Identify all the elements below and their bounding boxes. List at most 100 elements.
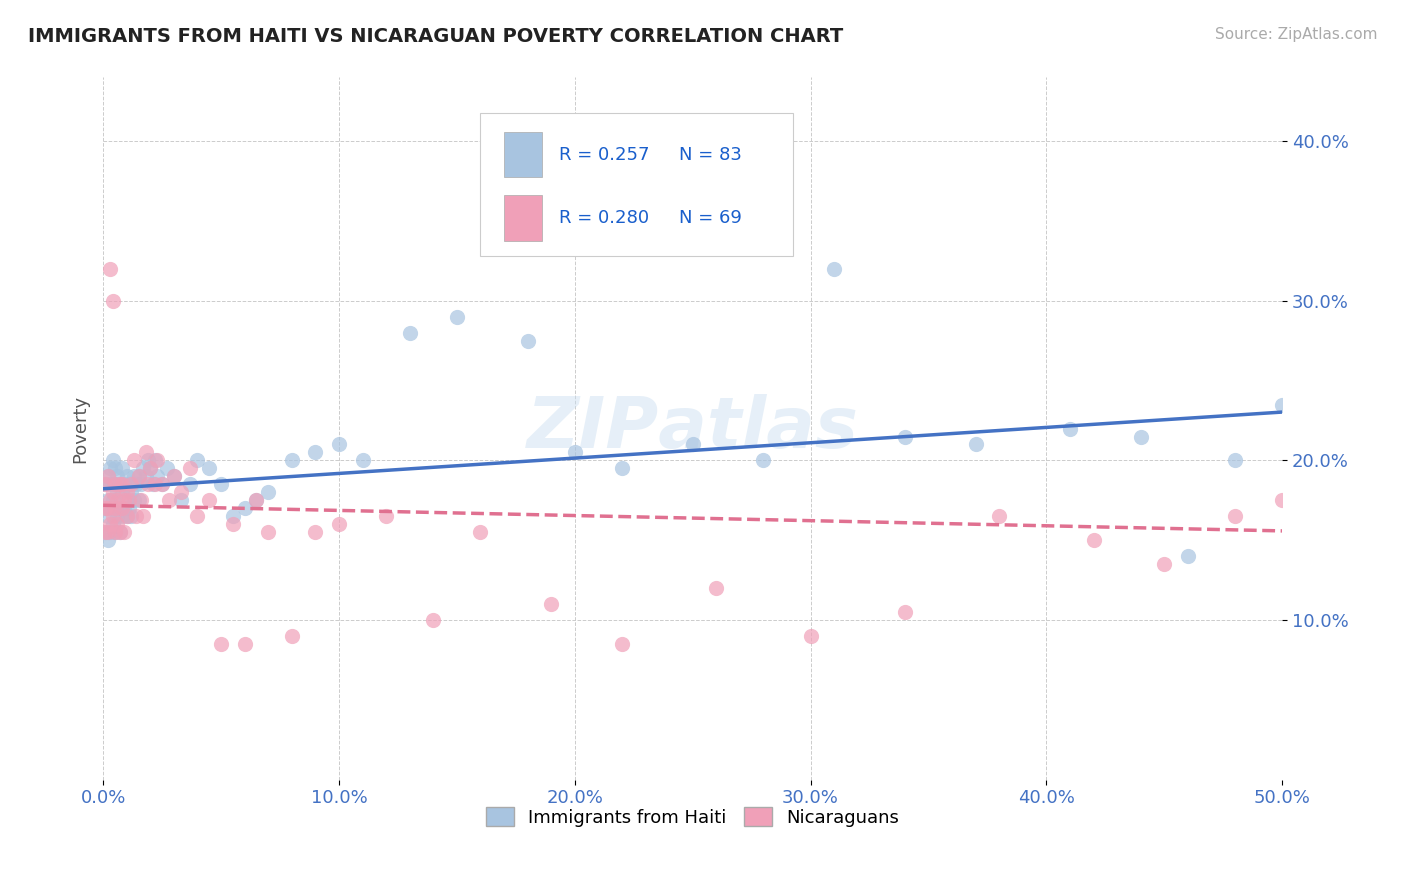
Point: [104, 477, 127, 491]
Point: [136, 477, 159, 491]
Point: [108, 525, 131, 540]
Point: [94, 525, 117, 540]
Point: [146, 453, 169, 467]
Bar: [503, 195, 541, 241]
Point: [135, 469, 157, 483]
Point: [610, 637, 633, 651]
Point: [111, 509, 134, 524]
Point: [111, 501, 134, 516]
Point: [97, 493, 120, 508]
Point: [122, 493, 145, 508]
Point: [233, 501, 256, 516]
Point: [135, 445, 157, 459]
Point: [156, 461, 179, 475]
FancyBboxPatch shape: [481, 112, 793, 257]
Point: [179, 461, 201, 475]
Point: [105, 509, 128, 524]
Text: ZIP​atlas: ZIP​atlas: [527, 394, 859, 463]
Point: [108, 525, 131, 540]
Point: [128, 493, 150, 508]
Point: [98, 501, 121, 516]
Point: [97, 501, 120, 516]
Point: [104, 477, 127, 491]
Point: [101, 493, 124, 508]
Bar: [503, 132, 541, 178]
Point: [304, 525, 326, 540]
Point: [104, 525, 127, 540]
Point: [98, 477, 121, 491]
Point: [209, 637, 232, 651]
Point: [115, 509, 138, 524]
Point: [1083, 533, 1105, 548]
Point: [163, 469, 186, 483]
Point: [143, 477, 166, 491]
Point: [101, 485, 124, 500]
Point: [988, 509, 1011, 524]
Point: [1271, 493, 1294, 508]
Point: [610, 461, 633, 475]
Point: [233, 637, 256, 651]
Text: IMMIGRANTS FROM HAITI VS NICARAGUAN POVERTY CORRELATION CHART: IMMIGRANTS FROM HAITI VS NICARAGUAN POVE…: [28, 27, 844, 45]
Point: [179, 477, 201, 491]
Point: [682, 437, 704, 451]
Point: [108, 477, 131, 491]
Point: [112, 493, 135, 508]
Point: [101, 509, 124, 524]
Point: [118, 477, 141, 491]
Point: [118, 501, 141, 516]
Point: [122, 469, 145, 483]
Point: [516, 334, 538, 348]
Point: [142, 477, 165, 491]
Point: [1223, 509, 1246, 524]
Point: [94, 501, 117, 516]
Text: R = 0.257: R = 0.257: [560, 145, 650, 163]
Point: [98, 493, 121, 508]
Point: [281, 629, 304, 643]
Point: [112, 525, 135, 540]
Point: [112, 477, 135, 491]
Point: [115, 509, 138, 524]
Point: [170, 493, 193, 508]
Point: [1319, 413, 1341, 427]
Point: [108, 501, 131, 516]
Point: [115, 469, 138, 483]
Point: [97, 469, 120, 483]
Point: [1295, 477, 1317, 491]
Point: [422, 613, 444, 627]
Point: [375, 509, 398, 524]
Point: [257, 525, 280, 540]
Point: [170, 485, 193, 500]
Point: [186, 509, 208, 524]
Point: [111, 477, 134, 491]
Point: [1365, 421, 1388, 435]
Point: [104, 461, 127, 475]
Point: [104, 501, 127, 516]
Point: [101, 293, 124, 308]
Point: [94, 477, 117, 491]
Point: [146, 469, 169, 483]
Point: [98, 517, 121, 532]
Point: [98, 262, 121, 277]
Point: [894, 605, 917, 619]
Point: [125, 509, 148, 524]
Point: [129, 493, 152, 508]
Point: [245, 493, 267, 508]
Legend: Immigrants from Haiti, Nicaraguans: Immigrants from Haiti, Nicaraguans: [479, 800, 905, 834]
Point: [94, 501, 117, 516]
Y-axis label: Poverty: Poverty: [72, 394, 89, 463]
Text: N = 83: N = 83: [679, 145, 741, 163]
Point: [101, 477, 124, 491]
Point: [139, 461, 162, 475]
Point: [122, 453, 145, 467]
Point: [97, 533, 120, 548]
Point: [111, 485, 134, 500]
Point: [823, 262, 845, 277]
Point: [132, 509, 155, 524]
Point: [1059, 421, 1081, 435]
Point: [105, 469, 128, 483]
Point: [198, 461, 221, 475]
Point: [104, 525, 127, 540]
Point: [105, 493, 128, 508]
Point: [132, 461, 155, 475]
Point: [540, 597, 562, 611]
